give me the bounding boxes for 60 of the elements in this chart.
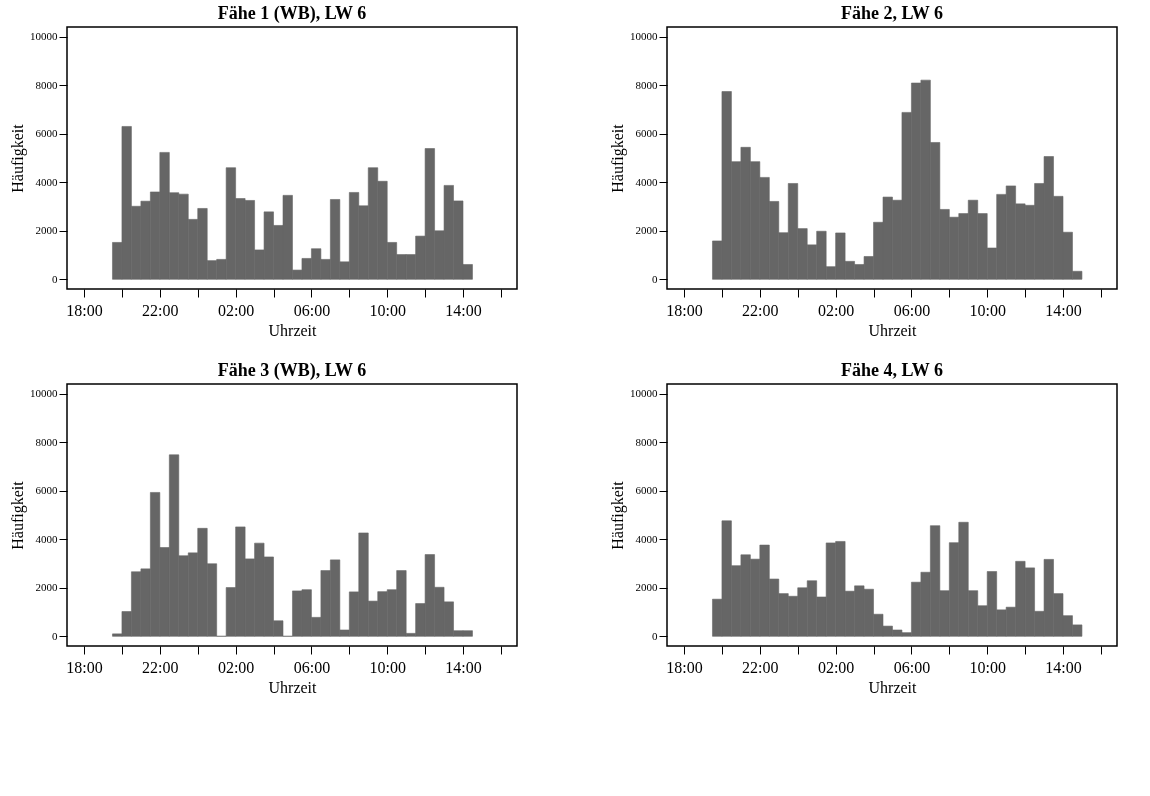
x-tick-label: 14:00 <box>445 658 482 676</box>
y-tick-label: 10000 <box>630 387 658 400</box>
chart-title: Fähe 4, LW 6 <box>840 360 944 380</box>
x-tick-label: 18:00 <box>666 658 703 676</box>
y-tick-label: 0 <box>652 272 658 285</box>
x-tick-label: 14:00 <box>1045 658 1082 676</box>
x-tick-label: 18:00 <box>66 301 103 319</box>
x-tick-label: 06:00 <box>893 658 931 676</box>
y-axis-title: Häufigkeit <box>9 480 27 550</box>
x-axis-title: Uhrzeit <box>268 321 318 339</box>
y-tick-label: 4000 <box>635 175 658 188</box>
x-tick-label: 02:00 <box>217 301 255 319</box>
y-tick-label: 0 <box>52 272 58 285</box>
y-tick-label: 4000 <box>35 175 58 188</box>
y-tick-label: 0 <box>652 629 658 642</box>
y-tick-label: 2000 <box>635 581 658 594</box>
x-tick-label: 14:00 <box>445 301 482 319</box>
x-tick-label: 18:00 <box>66 658 103 676</box>
y-tick-label: 4000 <box>35 532 58 545</box>
y-tick-label: 6000 <box>35 484 58 497</box>
x-tick-label: 10:00 <box>969 301 1006 319</box>
x-axis-title: Uhrzeit <box>868 678 918 696</box>
x-tick-label: 06:00 <box>293 301 331 319</box>
x-axis-title: Uhrzeit <box>268 678 318 696</box>
y-tick-label: 0 <box>52 629 58 642</box>
x-tick-label: 10:00 <box>369 301 406 319</box>
x-tick-label: 10:00 <box>369 658 406 676</box>
chart-title: Fähe 1 (WB), LW 6 <box>217 3 367 24</box>
x-tick-label: 02:00 <box>817 658 855 676</box>
x-tick-label: 06:00 <box>293 658 331 676</box>
y-tick-label: 10000 <box>30 30 58 43</box>
y-tick-label: 2000 <box>635 224 658 237</box>
chart-title: Fähe 3 (WB), LW 6 <box>217 360 367 381</box>
y-tick-label: 8000 <box>635 78 658 91</box>
y-axis-title: Häufigkeit <box>9 123 27 193</box>
y-tick-label: 10000 <box>630 30 658 43</box>
x-tick-label: 22:00 <box>142 301 179 319</box>
y-tick-label: 6000 <box>35 127 58 140</box>
y-tick-label: 8000 <box>635 435 658 448</box>
x-axis-title: Uhrzeit <box>868 321 918 339</box>
x-tick-label: 06:00 <box>893 301 931 319</box>
x-tick-label: 22:00 <box>742 301 779 319</box>
y-tick-label: 4000 <box>635 532 658 545</box>
y-tick-label: 2000 <box>35 224 58 237</box>
x-tick-label: 18:00 <box>666 301 703 319</box>
y-tick-label: 6000 <box>635 484 658 497</box>
y-axis-title: Häufigkeit <box>609 123 627 193</box>
x-tick-label: 02:00 <box>817 301 855 319</box>
x-tick-label: 14:00 <box>1045 301 1082 319</box>
y-tick-label: 8000 <box>35 78 58 91</box>
x-tick-label: 22:00 <box>142 658 179 676</box>
chart-title: Fähe 2, LW 6 <box>840 3 944 23</box>
y-axis-title: Häufigkeit <box>609 480 627 550</box>
y-tick-label: 2000 <box>35 581 58 594</box>
x-tick-label: 10:00 <box>969 658 1006 676</box>
y-tick-label: 10000 <box>30 387 58 400</box>
y-tick-label: 8000 <box>35 435 58 448</box>
x-tick-label: 22:00 <box>742 658 779 676</box>
x-tick-label: 02:00 <box>217 658 255 676</box>
y-tick-label: 6000 <box>635 127 658 140</box>
